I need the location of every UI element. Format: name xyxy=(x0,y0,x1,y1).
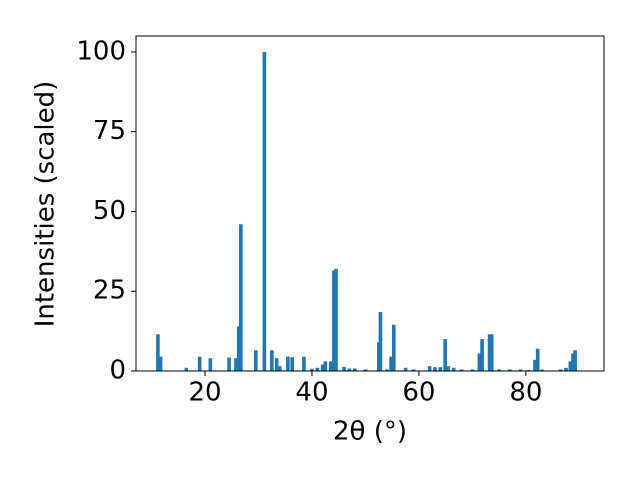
bar xyxy=(573,350,577,371)
bar xyxy=(320,364,325,371)
y-tick-label: 25 xyxy=(93,276,126,306)
bar xyxy=(328,361,333,371)
bar xyxy=(290,357,294,371)
bar xyxy=(540,369,544,371)
bar xyxy=(518,369,523,371)
bar xyxy=(451,367,456,371)
bar xyxy=(392,324,396,371)
bar xyxy=(438,367,443,371)
bar xyxy=(403,367,408,371)
bar xyxy=(470,369,475,371)
x-tick-label: 20 xyxy=(188,378,221,408)
x-tick-label: 80 xyxy=(509,378,542,408)
bar xyxy=(497,369,501,371)
bar xyxy=(302,356,306,371)
bar xyxy=(197,356,202,371)
plot-frame xyxy=(135,35,605,372)
bar xyxy=(352,368,357,371)
bar xyxy=(568,361,573,371)
bar xyxy=(342,366,346,371)
bar xyxy=(236,326,241,371)
bar xyxy=(459,369,464,371)
bar xyxy=(487,334,492,371)
bar xyxy=(286,356,290,371)
bar xyxy=(184,367,189,371)
bar xyxy=(443,339,447,371)
bar xyxy=(278,366,282,371)
bar xyxy=(234,358,238,371)
bar xyxy=(535,348,540,371)
bar xyxy=(533,359,537,371)
x-axis-label: 2θ (°) xyxy=(333,417,407,447)
bar xyxy=(571,353,575,371)
x-tick-label: 40 xyxy=(295,378,328,408)
bar xyxy=(363,369,368,371)
y-tick-label: 100 xyxy=(76,36,126,66)
bar xyxy=(347,368,352,371)
bar xyxy=(427,366,432,371)
bar xyxy=(270,350,274,371)
bar xyxy=(156,334,160,371)
y-tick-label: 0 xyxy=(109,356,126,386)
bar xyxy=(385,369,389,371)
y-tick-label: 50 xyxy=(93,196,126,226)
bar xyxy=(332,270,336,371)
bar xyxy=(477,353,482,371)
bar xyxy=(446,366,451,371)
bar xyxy=(411,369,416,371)
bar xyxy=(208,358,213,371)
bar xyxy=(262,51,267,371)
bar xyxy=(489,334,494,371)
bar xyxy=(378,311,383,371)
bar xyxy=(227,357,231,371)
bar xyxy=(389,356,393,371)
bar xyxy=(480,339,484,371)
bar xyxy=(508,369,512,371)
bar xyxy=(433,367,437,371)
bar xyxy=(310,368,314,371)
bar xyxy=(334,268,338,371)
bar xyxy=(315,367,320,371)
bar xyxy=(323,361,328,371)
bar xyxy=(254,350,258,371)
x-tick-label: 60 xyxy=(402,378,435,408)
y-axis-label: Intensities (scaled) xyxy=(31,81,61,328)
bar xyxy=(274,358,279,371)
bar xyxy=(558,369,563,371)
y-tick-label: 75 xyxy=(93,116,126,146)
bar xyxy=(158,356,163,371)
bar xyxy=(239,224,243,371)
bar xyxy=(564,367,568,371)
